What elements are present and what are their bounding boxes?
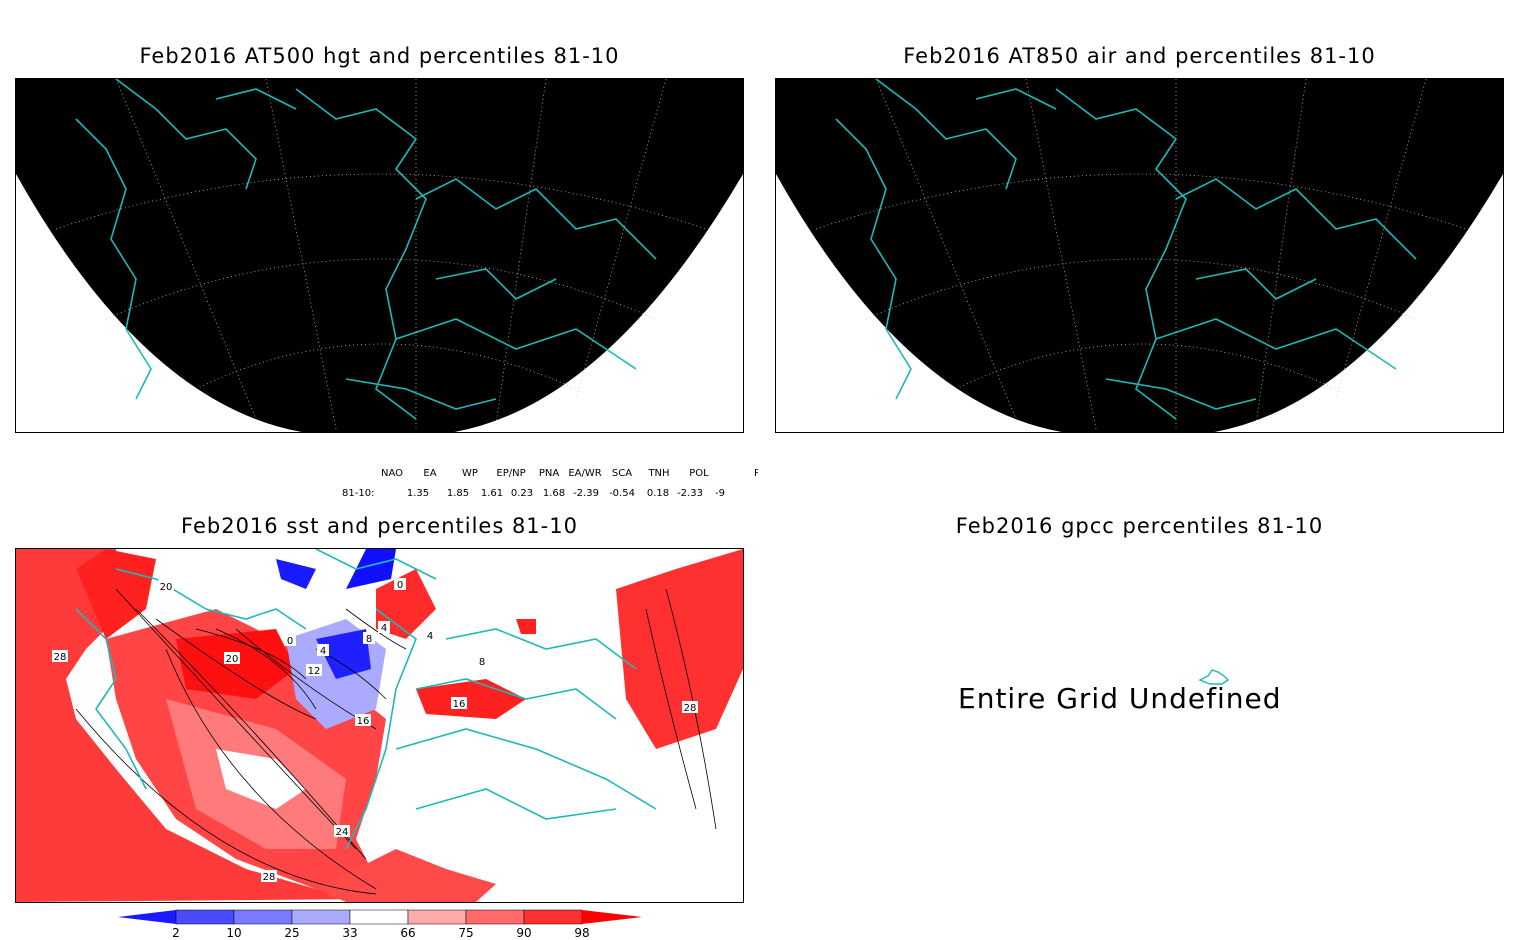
svg-text:28: 28: [684, 703, 697, 714]
svg-text:0: 0: [397, 580, 403, 591]
index-value: 0.23: [510, 488, 534, 499]
index-value: 1.68: [542, 488, 566, 499]
index-value: -9: [715, 488, 725, 499]
contour-label: 0: [284, 634, 296, 647]
index-row-label: 81-10:: [342, 488, 375, 499]
index-value: 0.18: [646, 488, 670, 499]
map-sst: 28 20 0 4 8 12 16 20 24 28 4 8 16 28 4 0: [16, 549, 743, 902]
svg-text:0: 0: [287, 636, 293, 647]
svg-text:24: 24: [336, 827, 349, 838]
undefined-grid-message: Entire Grid Undefined: [958, 682, 1282, 715]
map-hgt500: [16, 79, 743, 432]
svg-text:20: 20: [226, 654, 239, 665]
map-air850: [776, 79, 1503, 432]
colorbar-swatch: [349, 909, 409, 925]
map-panel-air850: [775, 78, 1504, 433]
contour-label: 16: [451, 697, 467, 710]
contour-label: 28: [261, 870, 277, 883]
index-header: POL: [689, 468, 709, 479]
svg-text:4: 4: [320, 646, 326, 657]
colorbar-swatch: [465, 909, 525, 925]
svg-text:20: 20: [160, 582, 173, 593]
contour-label: 4: [317, 644, 329, 657]
index-header: TNH: [648, 468, 670, 479]
svg-text:4: 4: [381, 623, 387, 634]
index-header: EA: [423, 468, 437, 479]
index-value: 1.61: [480, 488, 504, 499]
contour-label: 28: [52, 650, 68, 663]
colorbar-tick: 33: [342, 926, 358, 940]
svg-text:12: 12: [308, 666, 321, 677]
index-header: NAO: [380, 468, 404, 479]
index-value: -2.33: [677, 488, 703, 499]
contour-label: 8: [363, 632, 375, 645]
index-header: EP/NP: [496, 468, 526, 479]
colorbar-swatch: [407, 909, 467, 925]
colorbar-tick: 90: [516, 926, 532, 940]
colorbar-tick: 25: [284, 926, 300, 940]
index-value: -0.54: [609, 488, 635, 499]
colorbar-swatch: [175, 909, 235, 925]
colorbar-tick: 2: [172, 926, 180, 940]
index-header: EA/WR: [568, 468, 602, 479]
colorbar-swatch: [523, 909, 583, 925]
svg-text:4: 4: [427, 631, 433, 642]
contour-label: 0: [394, 578, 406, 591]
svg-text:16: 16: [357, 716, 370, 727]
svg-text:16: 16: [453, 699, 466, 710]
index-header: WP: [462, 468, 478, 479]
contour-label: 24: [334, 825, 350, 838]
index-header: P: [753, 468, 758, 479]
colorbar-swatch: [291, 909, 351, 925]
contour-label: 20: [158, 580, 174, 593]
contour-label: 16: [355, 714, 371, 727]
index-header: SCA: [611, 468, 633, 479]
index-header: PNA: [538, 468, 560, 479]
svg-text:28: 28: [54, 652, 67, 663]
teleconnection-indices: NAO EA WP EP/NP PNA EA/WR SCA TNH POL P …: [338, 466, 758, 506]
contour-label: 8: [476, 655, 488, 668]
colorbar-tick: 75: [458, 926, 474, 940]
map-panel-sst: 28 20 0 4 8 12 16 20 24 28 4 8 16 28 4 0: [15, 548, 744, 903]
contour-label: 4: [378, 621, 390, 634]
colorbar-swatches: [118, 909, 642, 925]
contour-label: 28: [682, 701, 698, 714]
colorbar-arrow-right: [582, 910, 642, 924]
svg-text:8: 8: [479, 657, 485, 668]
panel-title-air850: Feb2016 AT850 air and percentiles 81-10: [903, 44, 1376, 68]
index-value: 1.35: [406, 488, 430, 499]
colorbar-swatch: [233, 909, 293, 925]
sst-warm-area-east: [616, 549, 743, 749]
colorbar-tick: 98: [574, 926, 590, 940]
svg-text:8: 8: [366, 634, 372, 645]
svg-text:28: 28: [263, 872, 276, 883]
colorbar-tick: 66: [400, 926, 416, 940]
contour-label: 4: [424, 629, 436, 642]
map-panel-hgt500: [15, 78, 744, 433]
panel-title-sst: Feb2016 sst and percentiles 81-10: [181, 514, 578, 538]
colorbar-arrow-left: [118, 910, 176, 924]
panel-title-gpcc: Feb2016 gpcc percentiles 81-10: [955, 514, 1324, 538]
contour-label: 20: [224, 652, 240, 665]
index-value: 1.85: [446, 488, 470, 499]
percentile-colorbar: 2 10 25 33 66 75 90 98: [118, 908, 648, 940]
panel-title-hgt500: Feb2016 AT500 hgt and percentiles 81-10: [139, 44, 620, 68]
contour-label: 12: [306, 664, 322, 677]
island-outline: [1198, 669, 1230, 685]
index-value: -2.39: [573, 488, 599, 499]
colorbar-tick: 10: [226, 926, 242, 940]
sst-warm-area-west: [16, 549, 376, 902]
